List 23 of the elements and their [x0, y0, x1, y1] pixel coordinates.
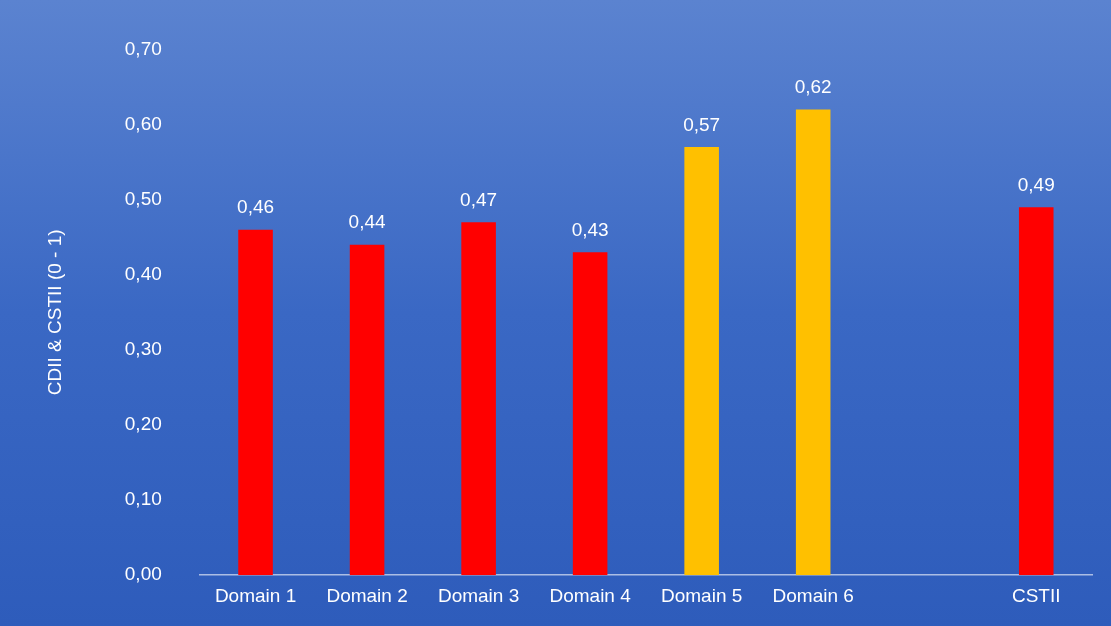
y-axis-title: CDII & CSTII (0 - 1)	[43, 229, 65, 396]
y-tick-label: 0,30	[124, 338, 162, 360]
x-tick-label: Domain 6	[772, 584, 854, 606]
data-label: 0,57	[683, 113, 721, 135]
y-tick-label: 0,10	[124, 488, 162, 510]
x-tick-label: Domain 1	[214, 584, 297, 606]
x-tick-label: Domain 3	[437, 584, 520, 606]
x-tick-label: Domain 5	[660, 584, 743, 606]
y-tick-label: 0,70	[124, 37, 162, 59]
data-label: 0,43	[571, 218, 609, 240]
y-tick-label: 0,60	[124, 112, 162, 134]
data-label: 0,62	[794, 76, 832, 98]
x-tick-label: CSTII	[1011, 584, 1061, 606]
y-tick-label: 0,00	[124, 563, 162, 585]
data-label: 0,49	[1017, 173, 1055, 195]
y-tick-label: 0,40	[124, 262, 162, 284]
x-tick-label: Domain 2	[326, 584, 408, 606]
data-label: 0,44	[348, 211, 386, 233]
y-tick-label: 0,20	[124, 413, 162, 435]
data-label: 0,47	[460, 188, 498, 210]
data-label: 0,46	[237, 196, 275, 218]
x-tick-label: Domain 4	[549, 584, 632, 606]
y-tick-label: 0,50	[124, 187, 162, 209]
